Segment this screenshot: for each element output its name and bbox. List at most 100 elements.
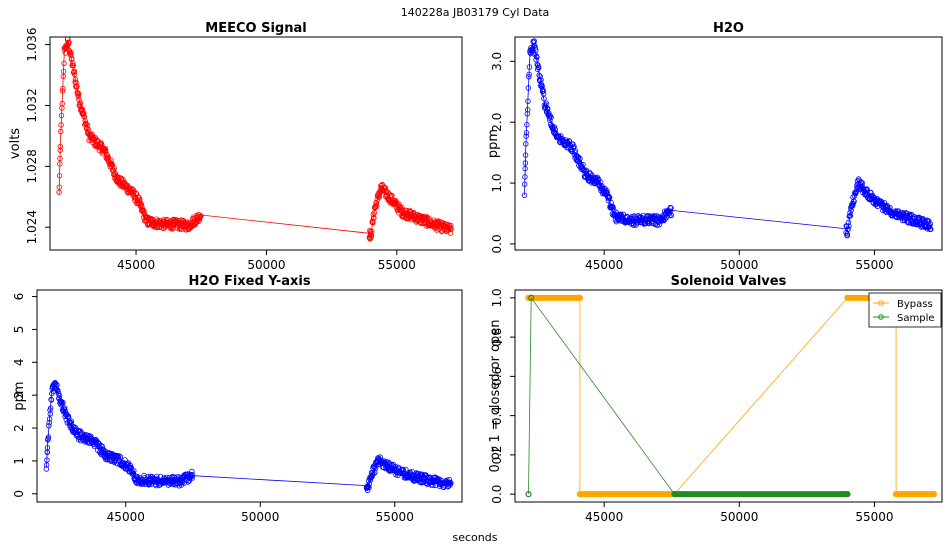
data-point [58, 112, 65, 119]
x-tick-label: 45000 [585, 510, 623, 524]
data-point [537, 73, 543, 79]
data-point [179, 477, 186, 483]
data-point [57, 143, 64, 150]
data-point [72, 76, 79, 83]
data-point [446, 477, 453, 483]
y-tick-label: 3 [12, 391, 26, 399]
data-point [373, 202, 379, 209]
page-title: 140228a JB03179 Cyl Data [401, 6, 550, 19]
data-point [902, 217, 908, 224]
x-tick-label: 45000 [107, 510, 145, 524]
y-axis-label: volts [8, 128, 23, 159]
data-point [102, 145, 109, 152]
data-point [526, 64, 533, 70]
data-point [587, 170, 594, 177]
y-tick-label: 0.2 [490, 445, 504, 464]
y-tick-label: 0.4 [490, 406, 504, 425]
x-tick-label: 55000 [378, 258, 416, 272]
data-point [851, 193, 858, 199]
data-point [189, 472, 196, 478]
y-tick-label: 1.032 [25, 88, 39, 122]
data-point [903, 210, 909, 216]
data-point [576, 491, 583, 498]
data-point [521, 192, 528, 198]
data-point [61, 60, 67, 66]
data-point [389, 192, 395, 199]
legend-box [868, 292, 942, 328]
legend-label: Sample [897, 313, 935, 324]
data-point [851, 198, 857, 205]
data-point [539, 83, 545, 89]
data-point [610, 204, 616, 211]
y-tick-label: 1.024 [25, 210, 39, 244]
data-point [46, 416, 53, 422]
data-point [844, 491, 851, 498]
data-point [98, 442, 104, 449]
data-point [399, 204, 405, 211]
data-point [103, 149, 109, 155]
x-tick-label: 50000 [247, 258, 285, 272]
data-point [61, 405, 68, 411]
plot-area [43, 379, 454, 494]
chart-title: H2O Fixed Y-axis [188, 274, 310, 289]
legend: Bypass Sample [868, 292, 942, 328]
legend-label: Bypass [897, 299, 933, 310]
data-point [566, 138, 573, 145]
data-point [543, 100, 549, 106]
data-point [59, 88, 66, 94]
data-point [70, 60, 76, 66]
data-point [668, 212, 675, 218]
panel-h2o-fixed: H2O Fixed Y-axis 45000 50000 55000 0 1 2 3 4 5 6 pp… [12, 274, 463, 524]
shared-x-axis-label: seconds [453, 531, 498, 544]
data-point [60, 399, 66, 406]
data-point [525, 491, 532, 498]
panel-h2o: H2O 45000 50000 55000 0.0 1.0 2.0 3.0 ppm [486, 21, 943, 272]
data-point [373, 199, 380, 206]
x-tick-label: 55000 [855, 258, 893, 272]
data-point [189, 475, 195, 481]
data-point [80, 110, 87, 116]
data-point [522, 165, 528, 172]
panel-meeco-signal: MEECO Signal 45000 50000 55000 1.024 1.028 1.0… [8, 21, 463, 272]
plot-area [56, 37, 454, 242]
data-point [141, 207, 147, 214]
y-tick-label: 0.8 [490, 328, 504, 347]
y-tick-label: 1.0 [490, 174, 504, 193]
series-line [528, 297, 934, 495]
data-point [44, 457, 50, 463]
data-point [59, 100, 65, 107]
data-point [668, 205, 674, 211]
data-point [58, 122, 64, 128]
data-point [68, 418, 75, 424]
data-point [371, 470, 377, 477]
data-point [56, 184, 62, 190]
data-point [57, 161, 63, 167]
series-line [528, 296, 848, 495]
data-point [60, 68, 67, 75]
data-point [551, 124, 558, 130]
data-point [84, 125, 90, 131]
y-tick-label: 1.0 [490, 288, 504, 307]
data-point [580, 161, 586, 168]
data-point [48, 397, 55, 403]
legend-marker [878, 300, 884, 306]
data-point [117, 454, 124, 460]
data-point [46, 423, 52, 429]
y-tick-label: 4 [12, 358, 26, 366]
data-point [526, 74, 532, 80]
data-point [70, 62, 76, 69]
data-point [534, 61, 540, 68]
data-point [448, 226, 454, 232]
data-point [844, 232, 851, 239]
data-point [846, 223, 852, 229]
data-point [535, 62, 541, 68]
data-point [606, 195, 613, 201]
data-point [376, 194, 383, 200]
data-point [48, 405, 54, 411]
data-point [892, 491, 900, 498]
series-line [524, 42, 932, 234]
x-tick-label: 55000 [376, 510, 414, 524]
data-point [847, 213, 854, 219]
data-point [56, 172, 63, 179]
x-tick-label: 50000 [720, 510, 758, 524]
